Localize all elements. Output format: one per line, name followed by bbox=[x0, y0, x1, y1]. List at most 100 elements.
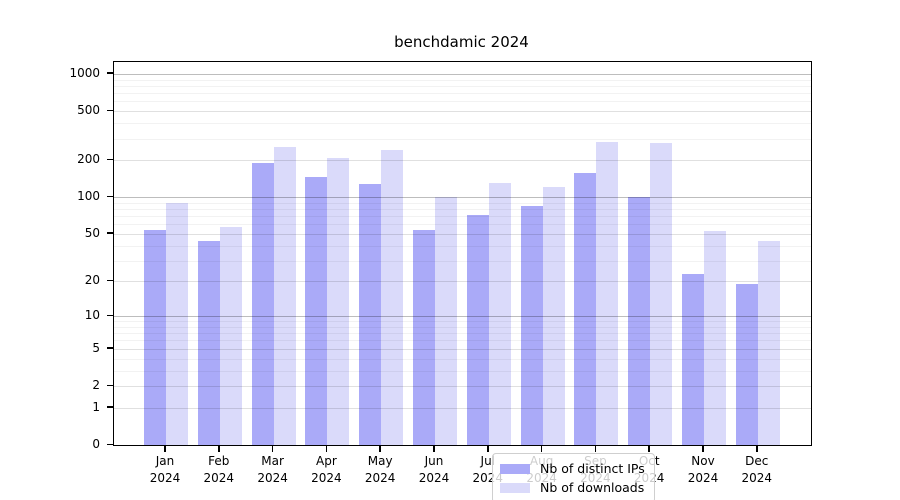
x-tick-label-nov-2024: Nov 2024 bbox=[687, 454, 719, 485]
x-tick-mark-apr-2024 bbox=[325, 446, 328, 452]
gridline-minor-7 bbox=[114, 333, 811, 335]
gridline-minor-40 bbox=[114, 245, 811, 247]
gridline-minor-400 bbox=[114, 123, 811, 125]
bars-layer bbox=[114, 62, 811, 445]
bar-nb-of-downloads-jan-2024 bbox=[166, 203, 188, 445]
y-tick-mark-5 bbox=[107, 347, 113, 349]
gridline-minor-9 bbox=[114, 321, 811, 323]
gridline-minor-800 bbox=[114, 85, 811, 87]
gridline-200 bbox=[114, 160, 811, 162]
gridline-minor-90 bbox=[114, 202, 811, 204]
y-tick-label-200: 200 bbox=[77, 152, 100, 167]
y-tick-label-0: 0 bbox=[92, 437, 100, 451]
gridline-minor-6 bbox=[114, 340, 811, 342]
bar-nb-of-distinct-ips-apr-2024 bbox=[305, 176, 328, 445]
gridline-50 bbox=[114, 233, 811, 235]
y-tick-label-50: 50 bbox=[84, 225, 100, 240]
gridline-minor-80 bbox=[114, 209, 811, 210]
x-tick-mark-jul-2024 bbox=[487, 446, 489, 452]
y-tick-label-5: 5 bbox=[92, 340, 100, 355]
x-tick-mark-aug-2024 bbox=[540, 446, 543, 452]
bar-nb-of-distinct-ips-jan-2024 bbox=[144, 229, 166, 445]
x-tick-label-dec-2024: Dec 2024 bbox=[741, 454, 773, 485]
y-tick-mark-200 bbox=[107, 158, 113, 161]
y-tick-mark-10 bbox=[107, 314, 113, 317]
y-tick-label-100: 100 bbox=[77, 189, 100, 204]
y-tick-label-10: 10 bbox=[84, 308, 100, 323]
bar-nb-of-downloads-dec-2024 bbox=[757, 240, 780, 445]
bar-nb-of-downloads-aug-2024 bbox=[542, 187, 565, 445]
y-tick-label-1: 1 bbox=[92, 399, 100, 414]
gridline-1 bbox=[114, 407, 811, 409]
bar-nb-of-distinct-ips-aug-2024 bbox=[520, 205, 543, 445]
y-tick-mark-0 bbox=[107, 443, 113, 445]
gridline-minor-3 bbox=[114, 370, 811, 372]
y-tick-mark-2 bbox=[107, 384, 113, 386]
chart-title: benchdamic 2024 bbox=[394, 33, 529, 51]
gridline-minor-70 bbox=[114, 216, 811, 218]
bar-nb-of-downloads-sep-2024 bbox=[596, 142, 619, 445]
legend-item-distinct-ips: Nb of distinct IPs bbox=[500, 459, 645, 478]
bar-nb-of-downloads-apr-2024 bbox=[327, 157, 350, 445]
bar-nb-of-distinct-ips-sep-2024 bbox=[574, 173, 597, 445]
bar-nb-of-distinct-ips-oct-2024 bbox=[628, 196, 651, 445]
gridline-20 bbox=[114, 281, 811, 283]
x-tick-label-may-2024: May 2024 bbox=[364, 454, 396, 485]
gridline-10 bbox=[114, 316, 811, 318]
gridline-minor-600 bbox=[114, 101, 811, 103]
bar-nb-of-distinct-ips-may-2024 bbox=[359, 183, 382, 445]
bar-nb-of-distinct-ips-nov-2024 bbox=[682, 274, 704, 445]
y-tick-label-1000: 1000 bbox=[69, 65, 100, 80]
x-tick-mark-dec-2024 bbox=[756, 446, 758, 452]
bar-nb-of-downloads-jul-2024 bbox=[488, 183, 511, 445]
x-tick-label-mar-2024: Mar 2024 bbox=[257, 454, 288, 485]
gridline-minor-60 bbox=[114, 224, 811, 226]
gridline-1000 bbox=[114, 73, 811, 75]
y-tick-mark-100 bbox=[107, 195, 113, 198]
x-tick-mark-mar-2024 bbox=[271, 446, 274, 452]
gridline-5 bbox=[114, 348, 811, 350]
x-tick-mark-nov-2024 bbox=[702, 446, 704, 452]
bar-nb-of-distinct-ips-jul-2024 bbox=[466, 215, 489, 445]
gridline-500 bbox=[114, 111, 811, 113]
x-tick-label-jan-2024: Jan 2024 bbox=[149, 454, 181, 485]
y-tick-mark-50 bbox=[107, 232, 113, 234]
x-tick-mark-may-2024 bbox=[379, 446, 381, 452]
legend-swatch-distinct-ips bbox=[500, 463, 530, 474]
x-tick-mark-jan-2024 bbox=[164, 446, 166, 452]
gridline-100 bbox=[114, 197, 811, 199]
legend-item-downloads: Nb of downloads bbox=[500, 478, 645, 497]
gridline-minor-700 bbox=[114, 93, 811, 95]
grid-layer bbox=[114, 62, 811, 445]
y-tick-mark-500 bbox=[107, 109, 113, 112]
legend-label-downloads: Nb of downloads bbox=[540, 480, 645, 495]
y-tick-label-500: 500 bbox=[77, 103, 100, 118]
bar-nb-of-downloads-mar-2024 bbox=[273, 146, 296, 445]
x-tick-mark-jun-2024 bbox=[433, 446, 435, 452]
y-tick-label-20: 20 bbox=[84, 273, 100, 288]
bar-nb-of-downloads-nov-2024 bbox=[704, 230, 726, 445]
x-tick-label-apr-2024: Apr 2024 bbox=[311, 454, 342, 485]
x-tick-mark-sep-2024 bbox=[594, 446, 597, 452]
legend: Nb of distinct IPs Nb of downloads bbox=[492, 453, 655, 500]
gridline-minor-900 bbox=[114, 79, 811, 81]
x-tick-label-feb-2024: Feb 2024 bbox=[203, 454, 235, 485]
x-tick-label-jun-2024: Jun 2024 bbox=[418, 454, 450, 485]
bar-nb-of-downloads-may-2024 bbox=[381, 150, 404, 445]
plot-area: Nb of distinct IPs Nb of downloads bbox=[113, 61, 812, 500]
gridline-minor-30 bbox=[114, 260, 811, 262]
bar-nb-of-downloads-jun-2024 bbox=[435, 196, 457, 445]
bar-nb-of-distinct-ips-jun-2024 bbox=[413, 229, 435, 445]
bar-nb-of-distinct-ips-mar-2024 bbox=[251, 162, 274, 445]
y-tick-label-2: 2 bbox=[92, 378, 100, 392]
bar-nb-of-downloads-feb-2024 bbox=[219, 226, 242, 445]
gridline-minor-8 bbox=[114, 327, 811, 328]
y-tick-mark-1 bbox=[107, 406, 113, 408]
legend-swatch-downloads bbox=[500, 482, 530, 493]
gridline-2 bbox=[114, 386, 811, 387]
gridline-minor-4 bbox=[114, 358, 811, 360]
y-tick-mark-20 bbox=[107, 279, 113, 282]
gridline-minor-300 bbox=[114, 138, 811, 140]
bar-nb-of-distinct-ips-dec-2024 bbox=[735, 284, 758, 445]
